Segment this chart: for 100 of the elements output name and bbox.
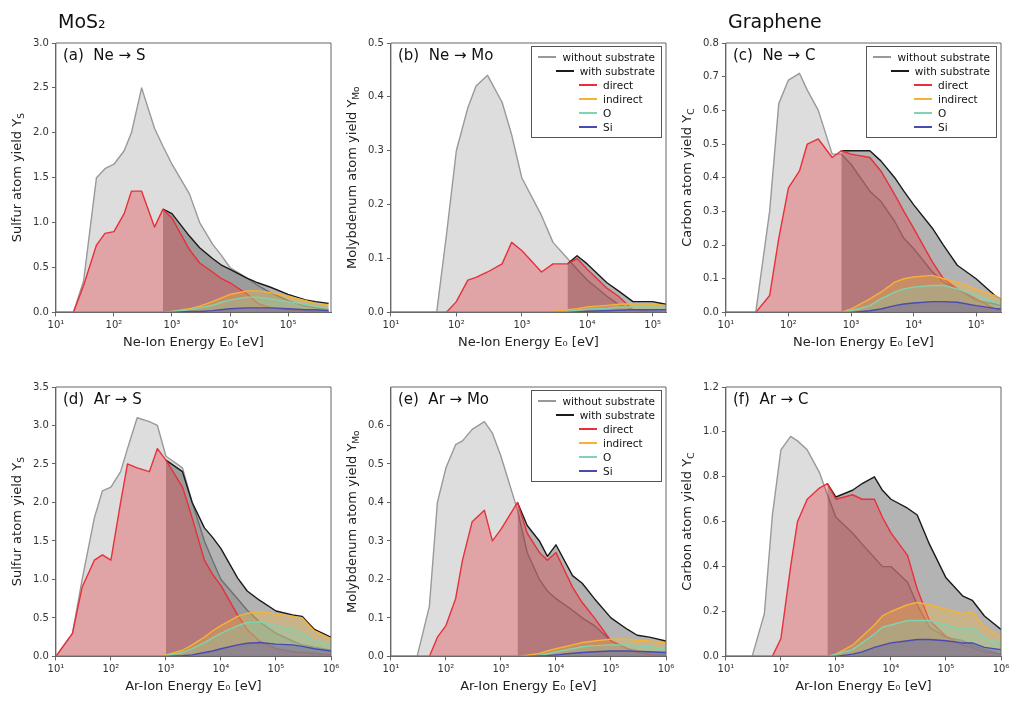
x-axis-title: Ne-Ion Energy E₀ [eV] [458,333,599,349]
y-tick-label: 0.0 [703,305,719,317]
legend-label: with substrate [914,65,990,77]
y-tick-label: 2.0 [33,496,49,508]
legend-label: indirect [938,93,979,105]
y-tick-label: 0.2 [703,605,719,617]
legend-label: with substrate [579,65,655,77]
legend-label: O [603,451,613,463]
legend-label: Si [603,465,614,477]
y-tick-label: 0.7 [703,70,719,82]
x-axis-title: Ar-Ion Energy E₀ [eV] [460,677,597,693]
x-tick-label: 10⁴ [882,662,900,674]
legend-label: O [603,107,613,119]
y-axis-title: Sulfur atom yield YS [9,112,27,243]
y-tick-label: 0.6 [703,515,719,527]
x-axis-title: Ne-Ion Energy E₀ [eV] [793,333,934,349]
x-tick-label: 10³ [157,662,175,674]
x-tick-label: 10¹ [717,318,735,330]
legend-label: direct [603,79,635,91]
y-tick-label: 1.0 [33,573,49,585]
x-tick-label: 10⁴ [212,662,230,674]
legend-label: Si [938,121,949,133]
y-tick-label: 0.2 [368,573,384,585]
y-tick-label: 0.5 [368,36,384,48]
text: MoS₂ [58,10,106,32]
x-tick-label: 10⁴ [578,318,596,330]
y-tick-label: 3.5 [33,380,49,392]
y-tick-label: 2.0 [33,126,49,138]
x-axis-title: Ar-Ion Energy E₀ [eV] [125,677,262,693]
y-tick-label: 1.0 [703,425,719,437]
x-tick-label: 10² [437,662,455,674]
chart-title: (d) Ar → S [62,390,142,409]
y-tick-label: 1.5 [33,534,49,546]
x-tick-label: 10³ [827,662,845,674]
legend-label: without substrate [897,51,990,63]
y-tick-label: 0.5 [368,457,384,469]
x-tick-label: 10⁵ [602,662,620,674]
y-tick-label: 0.0 [703,649,719,661]
legend-label: without substrate [562,395,655,407]
x-tick-label: 10¹ [382,318,400,330]
y-axis-title: Carbon atom yield YC [679,108,697,247]
x-tick-label: 10² [447,318,465,330]
legend-label: indirect [603,93,644,105]
y-tick-label: 0.1 [368,252,384,264]
y-axis-title: Molybdenum atom yield YMo [344,429,362,613]
legend-label: direct [938,79,970,91]
x-tick-label: 10¹ [382,662,400,674]
chart-title: (a) Ne → S [62,46,146,65]
x-tick-label: 10⁶ [322,662,340,674]
y-tick-label: 0.4 [703,171,719,183]
y-tick-label: 0.4 [368,496,384,508]
y-tick-label: 0.3 [368,534,384,546]
y-tick-label: 0.0 [368,649,384,661]
chart-title: (e) Ar → Mo [397,390,490,409]
legend-label: O [938,107,948,119]
y-tick-label: 0.4 [368,90,384,102]
y-tick-label: 0.5 [703,137,719,149]
x-tick-label: 10⁶ [657,662,675,674]
x-axis-title: Ne-Ion Energy E₀ [eV] [123,333,264,349]
x-tick-label: 10³ [513,318,531,330]
y-tick-label: 2.5 [33,457,49,469]
x-tick-label: 10² [780,318,797,330]
x-tick-label: 10⁵ [644,318,662,330]
y-tick-label: 1.2 [703,380,719,392]
y-tick-label: 0.0 [33,649,49,661]
y-tick-label: 0.0 [368,305,384,317]
x-tick-label: 10² [772,662,790,674]
y-tick-label: 0.1 [368,611,384,623]
x-tick-label: 10⁵ [937,662,955,674]
x-tick-label: 10² [102,662,120,674]
x-tick-label: 10¹ [47,318,65,330]
x-axis-title: Ar-Ion Energy E₀ [eV] [795,677,932,693]
chart-title: (f) Ar → C [732,390,809,409]
y-axis-title: Sulfur atom yield YS [9,456,27,587]
y-tick-label: 0.5 [33,611,49,623]
y-tick-label: 3.0 [33,419,49,431]
y-tick-label: 0.4 [703,560,719,572]
x-tick-label: 10⁶ [992,662,1010,674]
x-tick-label: 10⁵ [267,662,285,674]
legend-label: direct [603,423,635,435]
x-tick-label: 10³ [163,318,181,330]
x-tick-label: 10¹ [717,662,735,674]
legend-label: without substrate [562,51,655,63]
y-tick-label: 0.2 [368,198,384,210]
y-tick-label: 0.2 [703,238,719,250]
y-tick-label: 0.3 [703,204,719,216]
y-tick-label: 0.6 [368,419,384,431]
chart-title: (c) Ne → C [732,46,816,65]
y-tick-label: 1.0 [33,216,49,228]
y-tick-label: 0.8 [703,36,719,48]
x-tick-label: 10⁴ [221,318,239,330]
y-tick-label: 0.5 [33,261,49,273]
y-tick-label: 0.8 [703,470,719,482]
y-tick-label: 2.5 [33,81,49,93]
text: Graphene [728,10,822,32]
chart-title: (b) Ne → Mo [397,46,494,65]
y-tick-label: 0.3 [368,144,384,156]
x-tick-label: 10⁵ [279,318,297,330]
x-tick-label: 10³ [842,318,860,330]
y-tick-label: 0.6 [703,103,719,115]
